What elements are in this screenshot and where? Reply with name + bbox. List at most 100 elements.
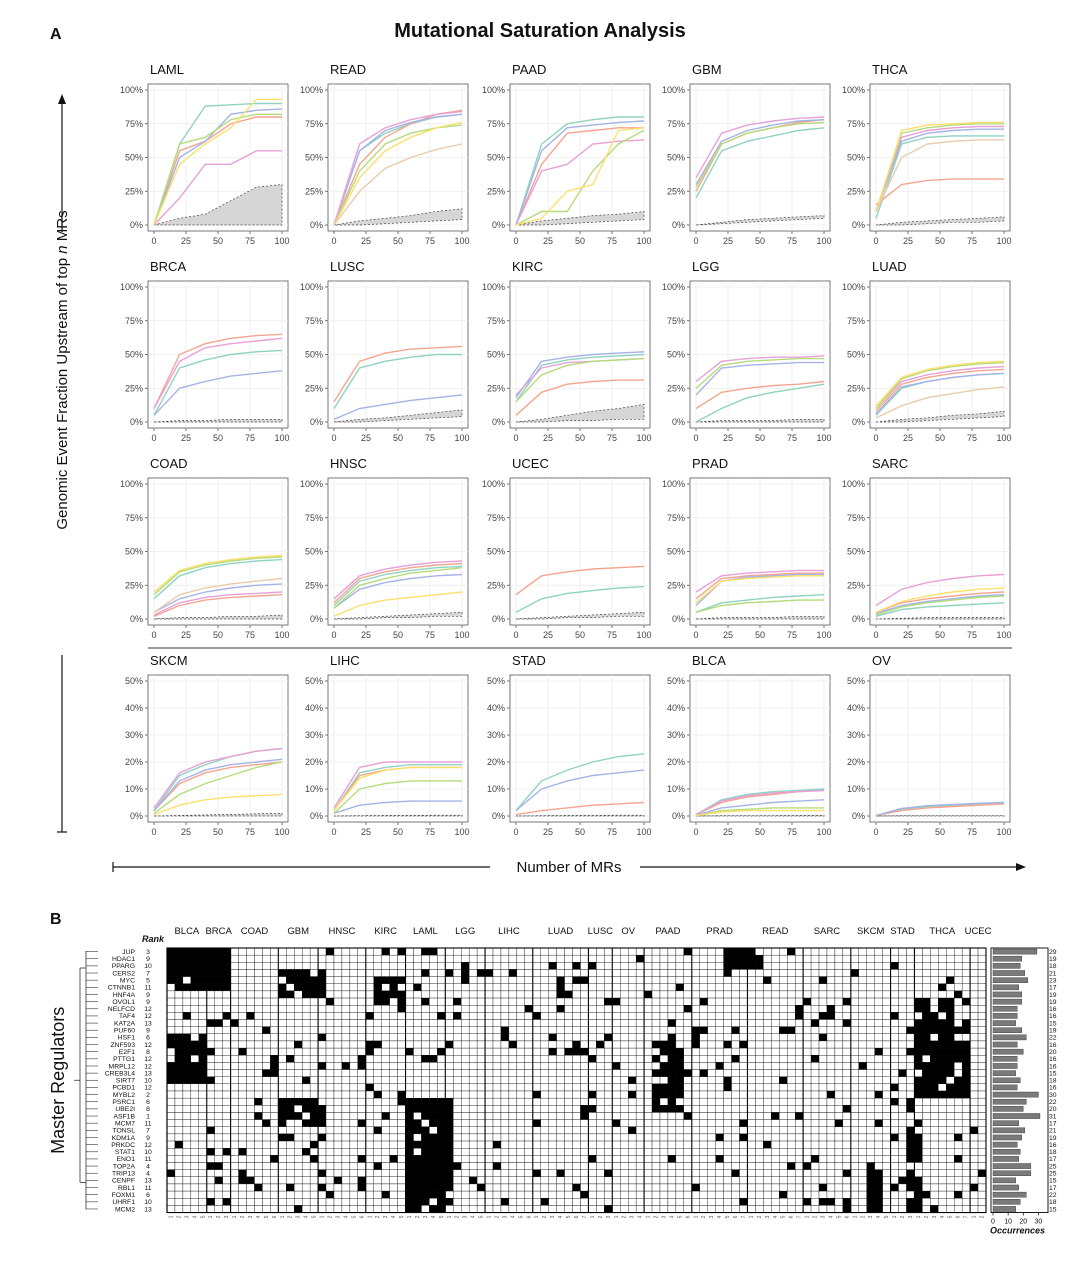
heatmap-cell xyxy=(628,1084,636,1091)
heatmap-cell xyxy=(429,1155,437,1162)
heatmap-cell xyxy=(954,977,962,984)
heatmap-cell xyxy=(406,1005,414,1012)
heatmap-cell xyxy=(231,1177,239,1184)
heatmap-cell xyxy=(254,1198,262,1205)
heatmap-cell xyxy=(747,1005,755,1012)
heatmap-cell xyxy=(620,1148,628,1155)
cluster-index: 2 xyxy=(495,1215,501,1218)
occurrence-value: 15 xyxy=(1049,1178,1057,1185)
heatmap-cell xyxy=(938,1205,946,1212)
heatmap-cell xyxy=(485,1098,493,1105)
heatmap-cell xyxy=(183,962,191,969)
heatmap-cell xyxy=(827,1205,835,1212)
heatmap-cell xyxy=(811,1127,819,1134)
heatmap-cell xyxy=(938,1070,946,1077)
heatmap-cell xyxy=(962,984,970,991)
heatmap-cell xyxy=(644,1148,652,1155)
heatmap-cell xyxy=(596,984,604,991)
heatmap-cell xyxy=(946,1048,954,1055)
heatmap-cell xyxy=(565,1055,573,1062)
heatmap-cell xyxy=(485,998,493,1005)
heatmap-cell xyxy=(517,1141,525,1148)
occurrence-value: 15 xyxy=(1049,1070,1057,1077)
heatmap-cell xyxy=(565,998,573,1005)
heatmap-cell xyxy=(644,1091,652,1098)
heatmap-cell xyxy=(350,962,358,969)
heatmap-cell xyxy=(215,1177,223,1184)
heatmap-cell xyxy=(724,1170,732,1177)
cluster-index: 6 xyxy=(685,1215,691,1218)
cluster-index: 3 xyxy=(932,1215,938,1218)
heatmap-cell xyxy=(978,1205,986,1212)
heatmap-cell xyxy=(596,1070,604,1077)
heatmap-cell xyxy=(350,1141,358,1148)
heatmap-cell xyxy=(517,1163,525,1170)
heatmap-cell xyxy=(867,1112,875,1119)
heatmap-cell xyxy=(970,1005,978,1012)
x-tick-label: 75 xyxy=(787,433,797,443)
heatmap-cell xyxy=(906,1155,914,1162)
heatmap-cell xyxy=(533,1062,541,1069)
x-tick-label: 75 xyxy=(425,433,435,443)
regulator-name: ZNF593 xyxy=(110,1042,135,1049)
heatmap-cell xyxy=(747,1020,755,1027)
heatmap-cell xyxy=(215,991,223,998)
heatmap-cell xyxy=(549,998,557,1005)
heatmap-cell xyxy=(795,984,803,991)
heatmap-cell xyxy=(302,1062,310,1069)
heatmap-cell xyxy=(843,948,851,955)
heatmap-cell xyxy=(644,1041,652,1048)
heatmap-cell xyxy=(437,1155,445,1162)
heatmap-cell xyxy=(732,1170,740,1177)
heatmap-cell xyxy=(716,1041,724,1048)
heatmap-cell xyxy=(382,1077,390,1084)
heatmap-cell xyxy=(604,1155,612,1162)
heatmap-cell xyxy=(747,1177,755,1184)
heatmap-cell xyxy=(374,1105,382,1112)
x-tick-label: 25 xyxy=(903,630,913,640)
heatmap-cell xyxy=(461,1134,469,1141)
heatmap-cell xyxy=(414,991,422,998)
heatmap-cell xyxy=(803,1191,811,1198)
heatmap-cell xyxy=(326,1141,334,1148)
heatmap-cell xyxy=(199,1012,207,1019)
heatmap-cell xyxy=(811,1177,819,1184)
heatmap-cell xyxy=(779,1041,787,1048)
heatmap-cell xyxy=(922,1155,930,1162)
heatmap-cell xyxy=(167,1077,175,1084)
y-tick-label: 40% xyxy=(125,703,143,713)
heatmap-cell xyxy=(851,977,859,984)
heatmap-cell xyxy=(954,1020,962,1027)
heatmap-cell xyxy=(477,1198,485,1205)
heatmap-cell xyxy=(716,1055,724,1062)
heatmap-cell xyxy=(954,969,962,976)
heatmap-cell xyxy=(922,1062,930,1069)
heatmap-cell xyxy=(406,962,414,969)
heatmap-cell xyxy=(787,1184,795,1191)
heatmap-cell xyxy=(811,1141,819,1148)
heatmap-cell xyxy=(493,1020,501,1027)
heatmap-cell xyxy=(414,1191,422,1198)
heatmap-cell xyxy=(716,1191,724,1198)
heatmap-cell xyxy=(692,948,700,955)
heatmap-cell xyxy=(819,1198,827,1205)
heatmap-cell xyxy=(954,1120,962,1127)
heatmap-cell xyxy=(533,1120,541,1127)
heatmap-cell xyxy=(747,962,755,969)
heatmap-cell xyxy=(867,1055,875,1062)
rank-header: Rank xyxy=(142,934,165,944)
y-tick-label: 50% xyxy=(487,676,505,686)
heatmap-cell xyxy=(469,1112,477,1119)
heatmap-cell xyxy=(588,955,596,962)
heatmap-cell xyxy=(191,1041,199,1048)
heatmap-cell xyxy=(231,1198,239,1205)
heatmap-cell xyxy=(342,1112,350,1119)
heatmap-cell xyxy=(318,962,326,969)
heatmap-cell xyxy=(740,1141,748,1148)
heatmap-cell xyxy=(485,1127,493,1134)
heatmap-cell xyxy=(763,1091,771,1098)
heatmap-cell xyxy=(382,1027,390,1034)
heatmap-cell xyxy=(414,1091,422,1098)
heatmap-cell xyxy=(533,998,541,1005)
heatmap-cell xyxy=(604,1062,612,1069)
